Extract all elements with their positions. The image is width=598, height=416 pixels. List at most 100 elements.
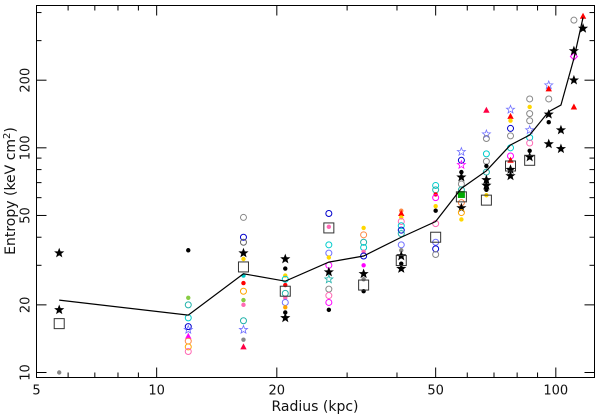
- data-point-circle: [325, 298, 333, 306]
- data-point-triangle: [570, 103, 578, 110]
- data-point-dot: [399, 248, 404, 253]
- data-point-circle: [482, 135, 490, 143]
- data-point-dot: [361, 277, 366, 282]
- plot-frame: [36, 5, 595, 378]
- data-point-dot: [484, 163, 489, 169]
- data-point-circle: [545, 95, 553, 103]
- data-point-circle: [325, 210, 333, 218]
- data-point-dot: [484, 187, 489, 193]
- data-point-dot: [361, 225, 366, 231]
- data-point-circle: [432, 181, 440, 189]
- mean-profile-line: [59, 17, 584, 316]
- data-point-dot: [283, 305, 288, 310]
- binned-box: [430, 231, 442, 243]
- data-point-star: [481, 180, 492, 190]
- data-point-dot: [241, 280, 246, 286]
- data-point-circle: [325, 292, 333, 300]
- scatter-points: [54, 12, 589, 375]
- data-point-circle: [325, 285, 333, 293]
- data-point-star: [505, 170, 516, 181]
- data-point-star: [456, 171, 467, 182]
- y-axis-label-close: ): [3, 127, 19, 132]
- y-axis-label-sup: 2: [2, 133, 13, 139]
- y-axis-label-main: Entropy (keV cm: [3, 139, 19, 255]
- data-point-star: [555, 124, 567, 135]
- data-point-circle: [457, 209, 465, 217]
- data-point-circle: [281, 289, 289, 297]
- data-point-dot: [326, 224, 332, 230]
- x-tick-label: 50: [427, 384, 444, 399]
- data-point-circle: [507, 132, 515, 140]
- binned-box: [323, 222, 335, 234]
- data-point-circle: [239, 238, 247, 246]
- data-point-circle: [570, 16, 578, 24]
- axis-ticks: [36, 5, 595, 378]
- data-point-circle: [184, 348, 192, 356]
- data-point-circle: [526, 117, 534, 125]
- data-point-circle: [457, 180, 465, 188]
- data-point-dot: [241, 302, 246, 308]
- data-point-triangle: [579, 12, 587, 19]
- data-point-star: [524, 151, 535, 162]
- data-point-triangle: [483, 106, 490, 113]
- data-point-dot: [433, 203, 438, 209]
- data-point-star: [543, 138, 554, 149]
- binned-box: [524, 154, 536, 166]
- data-point-star: [543, 108, 554, 119]
- data-point-dot: [527, 104, 532, 110]
- data-point-circle: [360, 231, 368, 239]
- data-point-circle: [184, 323, 192, 331]
- data-point-circle: [482, 157, 490, 165]
- data-point-star: [183, 324, 194, 335]
- data-point-dot: [283, 310, 288, 315]
- data-point-circle: [184, 301, 192, 309]
- data-point-star: [54, 304, 65, 315]
- data-point-star: [323, 273, 334, 284]
- binned-box: [395, 255, 407, 267]
- data-point-star: [456, 159, 467, 170]
- data-point-dot: [241, 256, 246, 262]
- data-point-dot: [57, 370, 62, 375]
- data-point-star: [358, 268, 369, 279]
- data-point-circle: [432, 251, 440, 259]
- data-point-dot: [326, 255, 332, 260]
- x-tick-label: 100: [543, 384, 568, 399]
- data-point-dot: [283, 266, 288, 271]
- data-point-star: [568, 74, 579, 85]
- binned-boxes: [53, 154, 536, 330]
- x-tick-label: 10: [148, 384, 165, 399]
- data-point-dot: [186, 248, 191, 253]
- data-point-star: [54, 247, 65, 258]
- data-point-circle: [432, 194, 440, 202]
- data-point-circle: [397, 217, 405, 225]
- mean-profile: [59, 17, 584, 316]
- x-tick-label: 5: [32, 384, 40, 399]
- data-point-circle: [397, 241, 405, 249]
- y-tick-label: 100: [19, 135, 34, 160]
- data-point-circle: [432, 245, 440, 253]
- data-point-triangle: [185, 332, 192, 339]
- data-point-circle: [239, 233, 247, 241]
- data-point-circle: [239, 317, 247, 325]
- y-tick-label: 20: [19, 297, 34, 314]
- data-point-star: [396, 263, 407, 273]
- y-tick-label: 200: [19, 68, 34, 93]
- binned-box: [53, 318, 65, 330]
- data-point-circle: [325, 249, 333, 257]
- binned-box: [455, 191, 467, 203]
- data-point-star: [238, 247, 249, 258]
- data-point-circle: [239, 287, 247, 295]
- binned-box: [279, 285, 291, 297]
- data-point-circle: [526, 95, 534, 103]
- data-point-circle: [432, 186, 440, 194]
- data-point-dot: [459, 217, 464, 222]
- data-point-circle: [184, 314, 192, 322]
- data-point-dot: [508, 118, 513, 123]
- data-point-circle: [507, 124, 515, 132]
- data-point-dot: [361, 263, 366, 268]
- data-point-star: [238, 324, 249, 335]
- data-point-dot: [241, 337, 246, 342]
- data-point-circle: [239, 213, 247, 221]
- data-point-triangle: [545, 85, 552, 92]
